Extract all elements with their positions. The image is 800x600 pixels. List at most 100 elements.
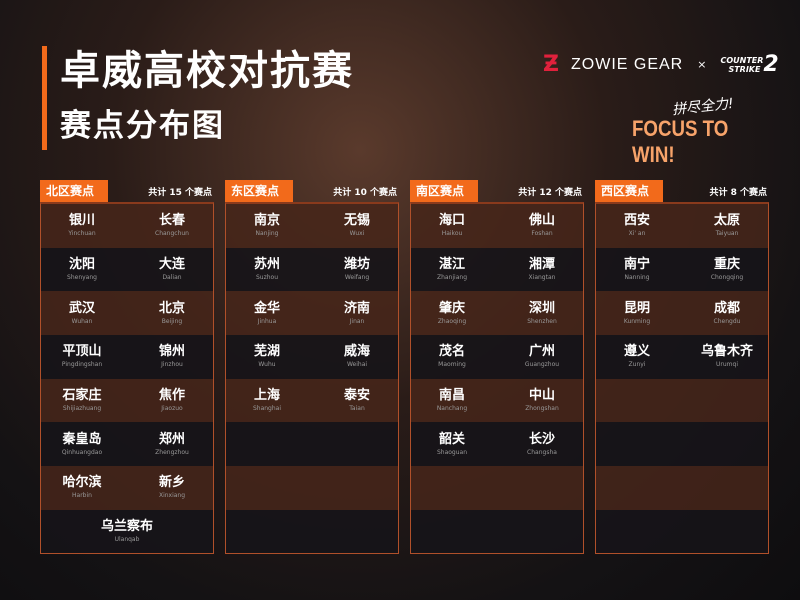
city-pinyin: Yinchuan: [68, 230, 96, 238]
city-row: 苏州 Suzhou 潍坊 Weifang: [226, 247, 398, 292]
city-item: 中山 Zhongshan: [512, 388, 572, 413]
city-row: 乌兰察布 Ulanqab: [41, 509, 213, 553]
city-name: 无锡: [343, 213, 370, 229]
cs2-logo-line1: COUNTER: [720, 55, 764, 65]
city-item: 肇庆 Zhaoqing: [422, 301, 482, 326]
city-row: 哈尔滨 Harbin 新乡 Xinxiang: [41, 466, 213, 510]
city-row: [596, 378, 768, 423]
city-pinyin: Changsha: [527, 448, 557, 456]
city-pinyin: Weifang: [344, 274, 370, 282]
city-name: 西安: [623, 213, 650, 229]
city-name: 金华: [253, 300, 280, 316]
city-list: 南京 Nanjing 无锡 Wuxi 苏州 Suzhou 潍坊 Weifang 金华 J…: [225, 202, 399, 554]
city-row: 平顶山 Pingdingshan 锦州 Jinzhou: [41, 335, 213, 379]
region-tab: 南区赛点: [410, 180, 478, 202]
city-pinyin: Taian: [349, 405, 365, 413]
city-row: 海口 Haikou 佛山 Foshan: [411, 204, 583, 248]
city-item: 广州 Guangzhou: [512, 344, 572, 369]
city-name: 济南: [343, 300, 370, 316]
city-name: 武汉: [68, 300, 95, 316]
city-item: 太原 Taiyuan: [697, 213, 757, 238]
city-item: 苏州 Suzhou: [237, 257, 297, 282]
city-row: 肇庆 Zhaoqing 深圳 Shenzhen: [411, 291, 583, 336]
city-row: [226, 422, 398, 467]
city-item: 遵义 Zunyi: [607, 344, 667, 369]
city-name: 广州: [528, 344, 555, 360]
city-name: 新乡: [158, 475, 185, 491]
city-row: 金华 Jinhua 济南 Jinan: [226, 291, 398, 336]
region-count: 共计 12 个赛点: [518, 188, 582, 198]
city-pinyin: Nanjing: [255, 230, 279, 238]
city-item: 南昌 Nanchang: [422, 388, 482, 413]
city-row: 石家庄 Shijiazhuang 焦作 Jiaozuo: [41, 378, 213, 423]
city-pinyin: Wuhu: [258, 361, 276, 369]
city-item: 深圳 Shenzhen: [512, 301, 572, 326]
city-pinyin: Changchun: [155, 230, 189, 238]
region-tab: 北区赛点: [40, 180, 108, 202]
city-name: 佛山: [528, 213, 555, 229]
city-item: 沈阳 Shenyang: [52, 257, 112, 282]
city-row: [411, 466, 583, 510]
city-item: 湘潭 Xiangtan: [512, 257, 572, 282]
city-item: 石家庄 Shijiazhuang: [52, 388, 112, 413]
city-item: 海口 Haikou: [422, 213, 482, 238]
city-name: 秦皇岛: [62, 431, 102, 447]
city-pinyin: Xiangtan: [528, 274, 556, 282]
city-item: 武汉 Wuhan: [52, 301, 112, 326]
city-item: 哈尔滨 Harbin: [52, 475, 112, 500]
city-pinyin: Zunyi: [628, 361, 646, 369]
city-pinyin: Kunming: [623, 317, 651, 325]
city-name: 银川: [68, 213, 95, 229]
city-name: 南昌: [438, 388, 465, 404]
cs2-logo-number: 2: [763, 52, 779, 77]
city-row: 秦皇岛 Qinhuangdao 郑州 Zhengzhou: [41, 422, 213, 467]
city-item: 乌兰察布 Ulanqab: [67, 519, 187, 544]
region-tab: 东区赛点: [225, 180, 293, 202]
city-name: 芜湖: [253, 344, 280, 360]
city-item: 秦皇岛 Qinhuangdao: [52, 432, 112, 457]
city-item: 济南 Jinan: [327, 301, 387, 326]
city-name: 太原: [713, 213, 740, 229]
city-pinyin: Nanchang: [436, 405, 468, 413]
zowie-logo-icon: Ƶ: [543, 51, 559, 77]
city-item: 焦作 Jiaozuo: [142, 388, 202, 413]
city-pinyin: Nanning: [624, 274, 650, 282]
city-pinyin: Guangzhou: [524, 361, 560, 369]
city-list: 银川 Yinchuan 长春 Changchun 沈阳 Shenyang 大连 Dal…: [40, 202, 214, 554]
city-pinyin: Zhengzhou: [155, 448, 189, 456]
city-pinyin: Taiyuan: [715, 230, 739, 238]
title-accent-bar: [42, 46, 47, 150]
city-name: 海口: [438, 213, 465, 229]
city-row: 西安 Xi' an 太原 Taiyuan: [596, 204, 768, 248]
city-pinyin: Shenzhen: [527, 317, 557, 325]
region-count: 共计 15 个赛点: [148, 188, 212, 198]
city-name: 昆明: [623, 300, 650, 316]
city-item: 无锡 Wuxi: [327, 213, 387, 238]
city-item: 锦州 Jinzhou: [142, 344, 202, 369]
city-name: 哈尔滨: [62, 475, 102, 491]
city-item: 昆明 Kunming: [607, 301, 667, 326]
city-item: 威海 Weihai: [327, 344, 387, 369]
city-name: 韶关: [438, 431, 465, 447]
city-item: 上海 Shanghai: [237, 388, 297, 413]
city-item: 新乡 Xinxiang: [142, 475, 202, 500]
cs2-logo: COUNTER STRIKE 2: [720, 52, 778, 77]
city-list: 西安 Xi' an 太原 Taiyuan 南宁 Nanning 重庆 Chongqin…: [595, 202, 769, 554]
city-name: 上海: [253, 388, 280, 404]
city-name: 南京: [253, 213, 280, 229]
city-pinyin: Haikou: [441, 230, 463, 238]
city-name: 重庆: [713, 257, 740, 273]
city-row: 武汉 Wuhan 北京 Beijing: [41, 291, 213, 336]
city-name: 平顶山: [62, 344, 102, 360]
city-name: 北京: [158, 300, 185, 316]
city-name: 大连: [158, 257, 185, 273]
region-count: 共计 10 个赛点: [333, 188, 397, 198]
city-item: 成都 Chengdu: [697, 301, 757, 326]
region-panel: 南区赛点 共计 12 个赛点 海口 Haikou 佛山 Foshan 湛江 Zhanj…: [410, 180, 584, 554]
city-name: 湛江: [438, 257, 465, 273]
city-item: 郑州 Zhengzhou: [142, 432, 202, 457]
city-item: 芜湖 Wuhu: [237, 344, 297, 369]
city-pinyin: Jiaozuo: [161, 405, 183, 413]
city-row: 上海 Shanghai 泰安 Taian: [226, 378, 398, 423]
zowie-logo-text: ZOWIE GEAR: [571, 55, 684, 73]
